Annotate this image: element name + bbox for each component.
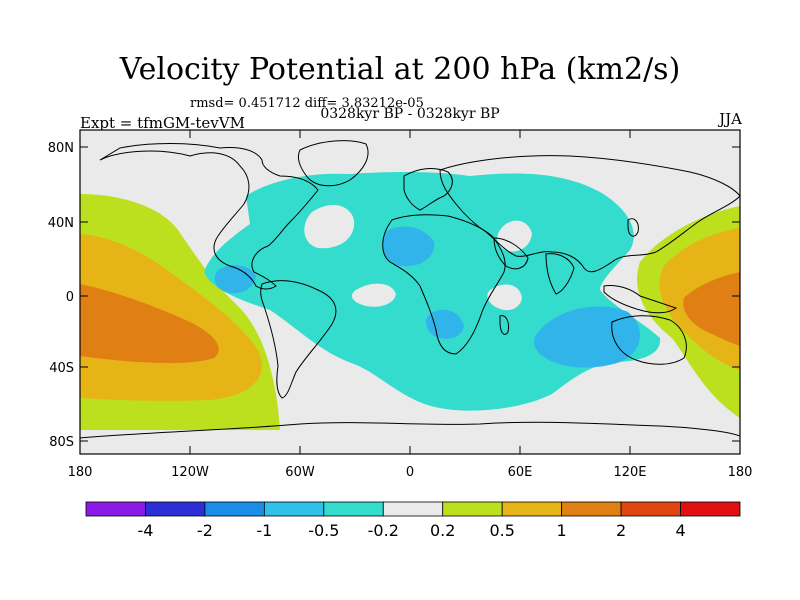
colorbar-label: 0.2 bbox=[430, 521, 455, 540]
colorbar-swatch bbox=[442, 501, 503, 517]
colorbar-swatch bbox=[620, 501, 681, 517]
coast-southeast-asia-islands bbox=[603, 285, 678, 314]
colorbar-label: 0.5 bbox=[489, 521, 514, 540]
x-tick-180-west: 180 bbox=[68, 465, 93, 480]
x-tick-120e: 120E bbox=[613, 465, 646, 480]
coast-europe bbox=[403, 168, 453, 211]
field-orange-east-pacific bbox=[80, 284, 219, 364]
x-tick-0: 0 bbox=[406, 465, 414, 480]
coast-north-america bbox=[99, 143, 319, 290]
field-blue-south-africa bbox=[426, 309, 464, 339]
period-label: 0328kyr BP - 0328kyr BP bbox=[320, 106, 500, 122]
y-tick-40s: 40S bbox=[49, 361, 74, 376]
coastlines bbox=[80, 140, 740, 439]
coast-madagascar bbox=[499, 315, 509, 335]
x-tick-60e: 60E bbox=[508, 465, 533, 480]
coast-greenland bbox=[297, 140, 369, 187]
y-tick-80s: 80S bbox=[49, 435, 74, 450]
colorbar-label: -1 bbox=[256, 521, 272, 540]
colorbar-swatch bbox=[561, 501, 622, 517]
x-tick-180-east: 180 bbox=[728, 465, 753, 480]
coast-japan bbox=[627, 218, 639, 237]
field-grey-hole-east-africa bbox=[487, 284, 522, 311]
field-blue-central-america bbox=[214, 265, 256, 294]
colorbar-label: 4 bbox=[675, 521, 685, 540]
field-grey-hole-arabia bbox=[497, 220, 532, 252]
stats-line: rmsd= 0.451712 diff= 3.83212e-05 bbox=[190, 96, 424, 111]
y-tick-40n: 40N bbox=[48, 216, 74, 231]
map-title: Velocity Potential at 200 hPa (km2/s) bbox=[119, 52, 681, 87]
coast-india bbox=[545, 253, 575, 295]
season-label: JJA bbox=[719, 110, 742, 128]
colorbar-label: -2 bbox=[197, 521, 213, 540]
experiment-label: Expt = tfmGM-tevVM bbox=[80, 114, 245, 132]
coast-australia bbox=[611, 315, 687, 365]
coast-africa bbox=[382, 214, 506, 355]
colorbar-swatch bbox=[85, 501, 146, 517]
velocity-potential-field bbox=[80, 130, 740, 454]
coast-arabia bbox=[493, 237, 529, 270]
colorbar-swatch bbox=[204, 501, 265, 517]
colorbar-label: -4 bbox=[137, 521, 153, 540]
colorbar-label: 2 bbox=[616, 521, 626, 540]
field-grey-hole-north-atlantic bbox=[304, 205, 355, 249]
coast-eurasia bbox=[439, 155, 740, 273]
field-orange-west-pacific bbox=[683, 272, 740, 346]
colorbar-swatch bbox=[323, 501, 384, 517]
y-tick-0: 0 bbox=[66, 290, 74, 305]
colorbar-swatch bbox=[501, 501, 563, 517]
colorbar-label: -0.5 bbox=[308, 521, 339, 540]
field-blue-west-africa bbox=[382, 226, 435, 267]
colorbar-swatch bbox=[382, 501, 444, 517]
colorbar-swatch bbox=[680, 501, 741, 517]
colorbar: -4 -2 -1 -0.5 -0.2 0.2 0.5 1 2 4 bbox=[85, 501, 741, 540]
coast-south-america bbox=[260, 280, 337, 399]
field-grey-hole-south-atlantic bbox=[351, 283, 396, 307]
colorbar-swatch bbox=[145, 501, 206, 517]
colorbar-label: 1 bbox=[557, 521, 567, 540]
y-tick-80n: 80N bbox=[48, 141, 74, 156]
x-tick-120w: 120W bbox=[171, 465, 209, 480]
axis-ticks bbox=[79, 130, 741, 454]
colorbar-swatch bbox=[263, 501, 325, 517]
x-tick-60w: 60W bbox=[285, 465, 315, 480]
colorbar-label: -0.2 bbox=[368, 521, 399, 540]
coast-antarctica bbox=[80, 421, 740, 439]
